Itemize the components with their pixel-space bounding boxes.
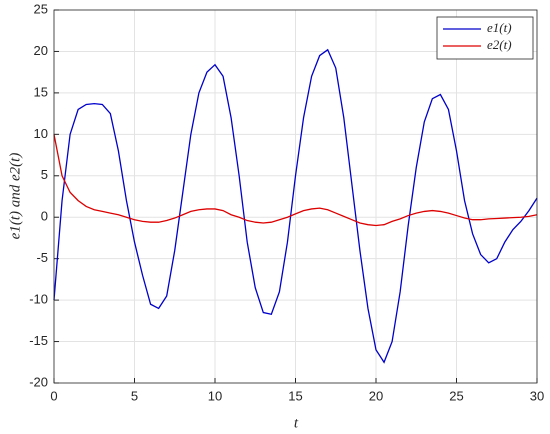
x-tick-label: 15 (288, 388, 302, 403)
x-tick-label: 20 (369, 388, 383, 403)
y-tick-label: 25 (34, 1, 48, 16)
y-tick-label: 0 (41, 209, 48, 224)
x-tick-label: 30 (530, 388, 544, 403)
legend-label: e1(t) (487, 20, 512, 35)
legend-label: e2(t) (487, 37, 512, 52)
x-tick-label: 5 (131, 388, 138, 403)
y-tick-label: 5 (41, 167, 48, 182)
plot-frame (53, 9, 538, 384)
y-tick-label: 10 (34, 126, 48, 141)
y-tick-label: -10 (29, 292, 48, 307)
y-tick-label: 15 (34, 84, 48, 99)
x-tick-label: 10 (208, 388, 222, 403)
legend-box (436, 16, 534, 60)
data-line (53, 48, 538, 364)
x-tick-label: 25 (449, 388, 463, 403)
y-tick-label: -20 (29, 374, 48, 389)
x-tick-label: 0 (50, 388, 57, 403)
y-tick-label: -5 (36, 250, 48, 265)
y-tick-label: 20 (34, 43, 48, 58)
data-line (53, 134, 538, 227)
x-axis-label: t (294, 415, 299, 431)
y-axis-label: e1(t) and e2(t) (7, 153, 23, 240)
y-tick-label: -15 (29, 333, 48, 348)
